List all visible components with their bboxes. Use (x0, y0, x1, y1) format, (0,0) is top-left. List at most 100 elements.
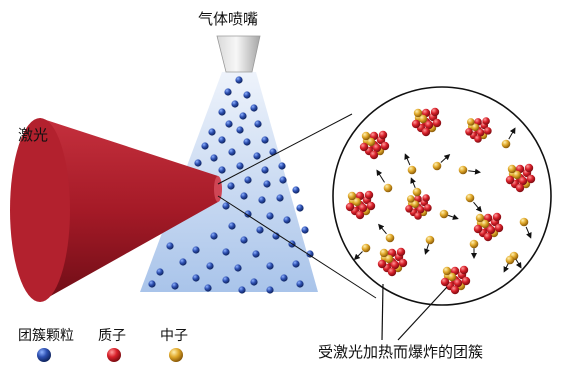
cluster-particle (266, 262, 274, 270)
cluster-particle (296, 280, 304, 288)
proton (505, 175, 515, 185)
proton (492, 212, 502, 222)
proton (366, 201, 376, 211)
cluster-particle (235, 76, 243, 84)
proton (473, 224, 483, 234)
free-neutron (465, 193, 475, 203)
proton (484, 127, 492, 135)
motion-arrow (525, 226, 532, 239)
laser-beam (10, 118, 222, 302)
cluster-particle (210, 154, 218, 162)
motion-arrow (503, 263, 510, 273)
cluster-particle (222, 248, 230, 256)
cluster-particle (201, 142, 209, 150)
cluster-particle (279, 176, 287, 184)
proton (450, 285, 460, 295)
proton (390, 260, 400, 270)
pointer-line-right (397, 286, 448, 341)
cluster-particle (283, 216, 291, 224)
cluster-particle (301, 226, 309, 234)
cluster-particle (263, 180, 271, 188)
cluster-particle (280, 274, 288, 282)
cluster-particle (292, 186, 300, 194)
cluster-particle (243, 138, 251, 146)
proton (380, 141, 390, 151)
cluster-particle (276, 194, 284, 202)
exploded-clusters-label: 受激光加热而爆炸的团簇 (318, 343, 484, 361)
cluster-particle (250, 104, 258, 112)
cluster-particle (240, 236, 248, 244)
proton (359, 142, 369, 152)
cluster-particle (261, 136, 269, 144)
proton (459, 265, 469, 275)
proton (482, 117, 490, 125)
proton (411, 119, 421, 129)
gas-nozzle-label: 气体喷嘴 (198, 10, 259, 28)
proton (486, 225, 496, 235)
motion-arrow (410, 177, 416, 188)
free-neutron (407, 165, 417, 175)
cluster-particle (148, 280, 156, 288)
motion-arrow (353, 251, 363, 261)
neutron (413, 108, 423, 118)
gas-nozzle (216, 35, 261, 73)
motion-arrow (508, 127, 516, 140)
free-neutron (412, 187, 422, 197)
legend-cluster-ball (37, 348, 51, 362)
free-neutron (505, 255, 515, 265)
cluster-particle (192, 246, 200, 254)
cluster-particle (156, 268, 164, 276)
cluster-particle (225, 120, 233, 128)
zoom-line-bottom (217, 195, 377, 299)
proton (355, 210, 365, 220)
cluster-particle (192, 274, 200, 282)
cluster-particle (253, 152, 261, 160)
motion-arrow (473, 201, 482, 213)
neutron (442, 266, 452, 276)
proton (524, 163, 534, 173)
cluster-particle (171, 282, 179, 290)
cluster-particle (278, 162, 286, 170)
proton (378, 130, 388, 140)
cluster-particle (239, 112, 247, 120)
proton (387, 267, 397, 277)
cluster-particle (296, 204, 304, 212)
cluster-particle (222, 276, 230, 284)
free-neutron (361, 243, 371, 253)
cluster-particle (266, 212, 274, 220)
proton (396, 247, 406, 257)
pointer-line-left (381, 283, 384, 341)
cluster-particle (252, 250, 260, 258)
neutron (512, 170, 522, 180)
proton (432, 118, 442, 128)
cluster-particle (306, 250, 314, 258)
cluster-particle (269, 148, 277, 156)
cluster-particle (218, 108, 226, 116)
cluster-particle (258, 196, 266, 204)
neutron (379, 248, 389, 258)
cluster-particle (218, 136, 226, 144)
proton (483, 232, 493, 242)
cluster-particle (231, 100, 239, 108)
free-neutron (383, 183, 393, 193)
neutron (447, 272, 457, 282)
proton (440, 277, 450, 287)
neutron (411, 200, 420, 209)
cluster-particle (228, 148, 236, 156)
proton (453, 278, 463, 288)
cluster-particle (234, 264, 242, 272)
neutron (347, 191, 357, 201)
free-neutron (425, 235, 435, 245)
cluster-particle (208, 128, 216, 136)
cluster-particle (166, 242, 174, 250)
proton (424, 120, 434, 130)
zoom-line-top (217, 113, 353, 185)
free-neutron (458, 165, 468, 175)
cluster-particle (244, 176, 252, 184)
motion-arrow (376, 169, 385, 183)
legend-neutron-ball (169, 348, 183, 362)
free-neutron (469, 239, 479, 249)
cluster-particles (148, 76, 314, 294)
motion-arrow (515, 259, 522, 269)
neutron (507, 164, 517, 174)
